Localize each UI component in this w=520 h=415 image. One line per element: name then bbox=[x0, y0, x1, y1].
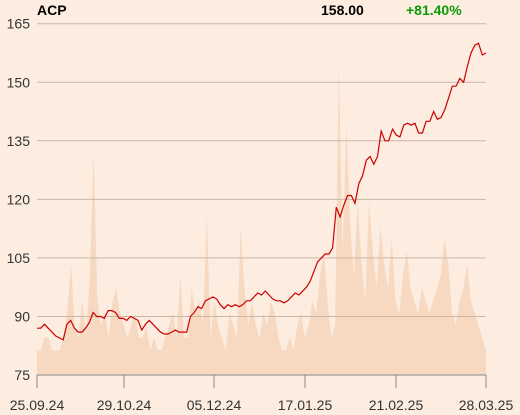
x-tick-label: 25.09.24 bbox=[10, 397, 65, 413]
y-tick-label: 105 bbox=[7, 250, 31, 266]
price-line-layer bbox=[37, 42, 487, 341]
volume-area bbox=[37, 65, 486, 375]
x-tick-label: 17.01.25 bbox=[278, 397, 333, 413]
y-tick-label: 120 bbox=[7, 191, 31, 207]
price-line bbox=[37, 42, 487, 341]
y-tick-label: 165 bbox=[7, 16, 31, 32]
y-tick-label: 135 bbox=[7, 133, 31, 149]
x-tick-label: 29.10.24 bbox=[97, 397, 152, 413]
volume-area-layer bbox=[37, 65, 486, 375]
x-axis: 25.09.24 29.10.24 05.12.24 17.01.25 21.02.25… bbox=[10, 374, 514, 413]
x-tick-label: 21.02.25 bbox=[369, 397, 424, 413]
y-tick-label: 150 bbox=[7, 74, 31, 90]
y-tick-label: 90 bbox=[14, 308, 30, 324]
gridlines bbox=[37, 23, 486, 376]
ticker-symbol: ACP bbox=[37, 2, 67, 18]
price-change-percent: +81.40% bbox=[406, 2, 462, 18]
x-tick-label: 05.12.24 bbox=[187, 397, 242, 413]
y-tick-label: 75 bbox=[14, 367, 30, 383]
last-price: 158.00 bbox=[321, 2, 364, 18]
x-tick-label: 28.03.25 bbox=[459, 397, 514, 413]
y-axis-labels: 75 90 105 120 135 150 165 bbox=[7, 16, 31, 383]
